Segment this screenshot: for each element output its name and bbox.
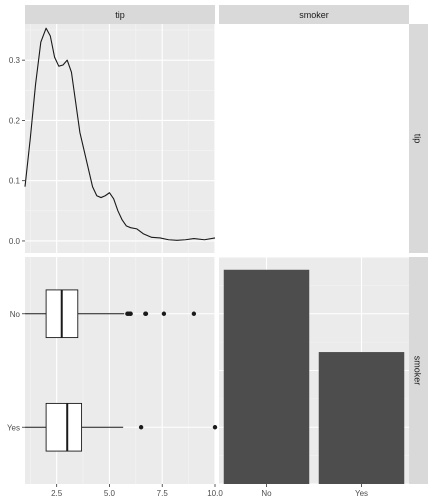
outlier-No-3 [128, 311, 133, 316]
outlier-Yes-0 [138, 425, 144, 430]
density-line [24, 27, 216, 241]
y-tick-label-1: 0.1 [9, 177, 21, 186]
x-axis-smoker: No Yes [261, 484, 368, 498]
y-tick-label-No: No [10, 310, 21, 319]
strip-label-col-tip: tip [115, 10, 125, 20]
strip-bg-row-tip [409, 24, 428, 253]
x-tick-label-No: No [261, 489, 272, 498]
y-tick-label-2: 0.2 [9, 116, 21, 125]
outlier-No-6 [161, 311, 167, 316]
x-tick-label-2: 7.5 [157, 489, 169, 498]
strip-label-row-smoker: smoker [413, 356, 423, 386]
x-axis-tip: 2.5 5.0 7.5 10.0 [51, 484, 223, 498]
y-tick-label-Yes: Yes [7, 423, 20, 432]
panel-smoker-bar [219, 256, 409, 485]
outlier-No-7 [191, 311, 197, 316]
panel-smoker-tip-boxplot [25, 257, 218, 484]
strip-bg-col-tip [25, 5, 215, 24]
x-tick-label-1: 5.0 [104, 489, 116, 498]
right-strips: tip smoker [409, 24, 428, 484]
bar-No [223, 269, 310, 484]
y-tick-label-3: 0.3 [9, 56, 21, 65]
y-axis-density: 0.0 0.1 0.2 0.3 [9, 56, 25, 246]
x-tick-label-Yes: Yes [355, 489, 368, 498]
panel-bg [25, 24, 215, 253]
x-tick-label-0: 2.5 [51, 489, 63, 498]
box-Yes [45, 402, 83, 452]
strip-bg-col-smoker [219, 5, 409, 24]
y-axis-smoker: No Yes [7, 310, 25, 432]
strip-label-row-tip: tip [413, 134, 423, 144]
x-tick-label-3: 10.0 [207, 489, 223, 498]
top-strips: tip smoker [25, 5, 409, 24]
outlier-No-5 [143, 311, 149, 316]
y-tick-label-0: 0.0 [9, 237, 21, 246]
strip-bg-row-smoker [409, 257, 428, 484]
strip-label-col-smoker: smoker [299, 10, 329, 20]
bar-Yes [318, 352, 405, 484]
panel-tip-density [24, 24, 216, 253]
panel-empty [219, 24, 409, 253]
panel-blank [219, 24, 409, 253]
outlier-Yes-1 [212, 425, 218, 430]
